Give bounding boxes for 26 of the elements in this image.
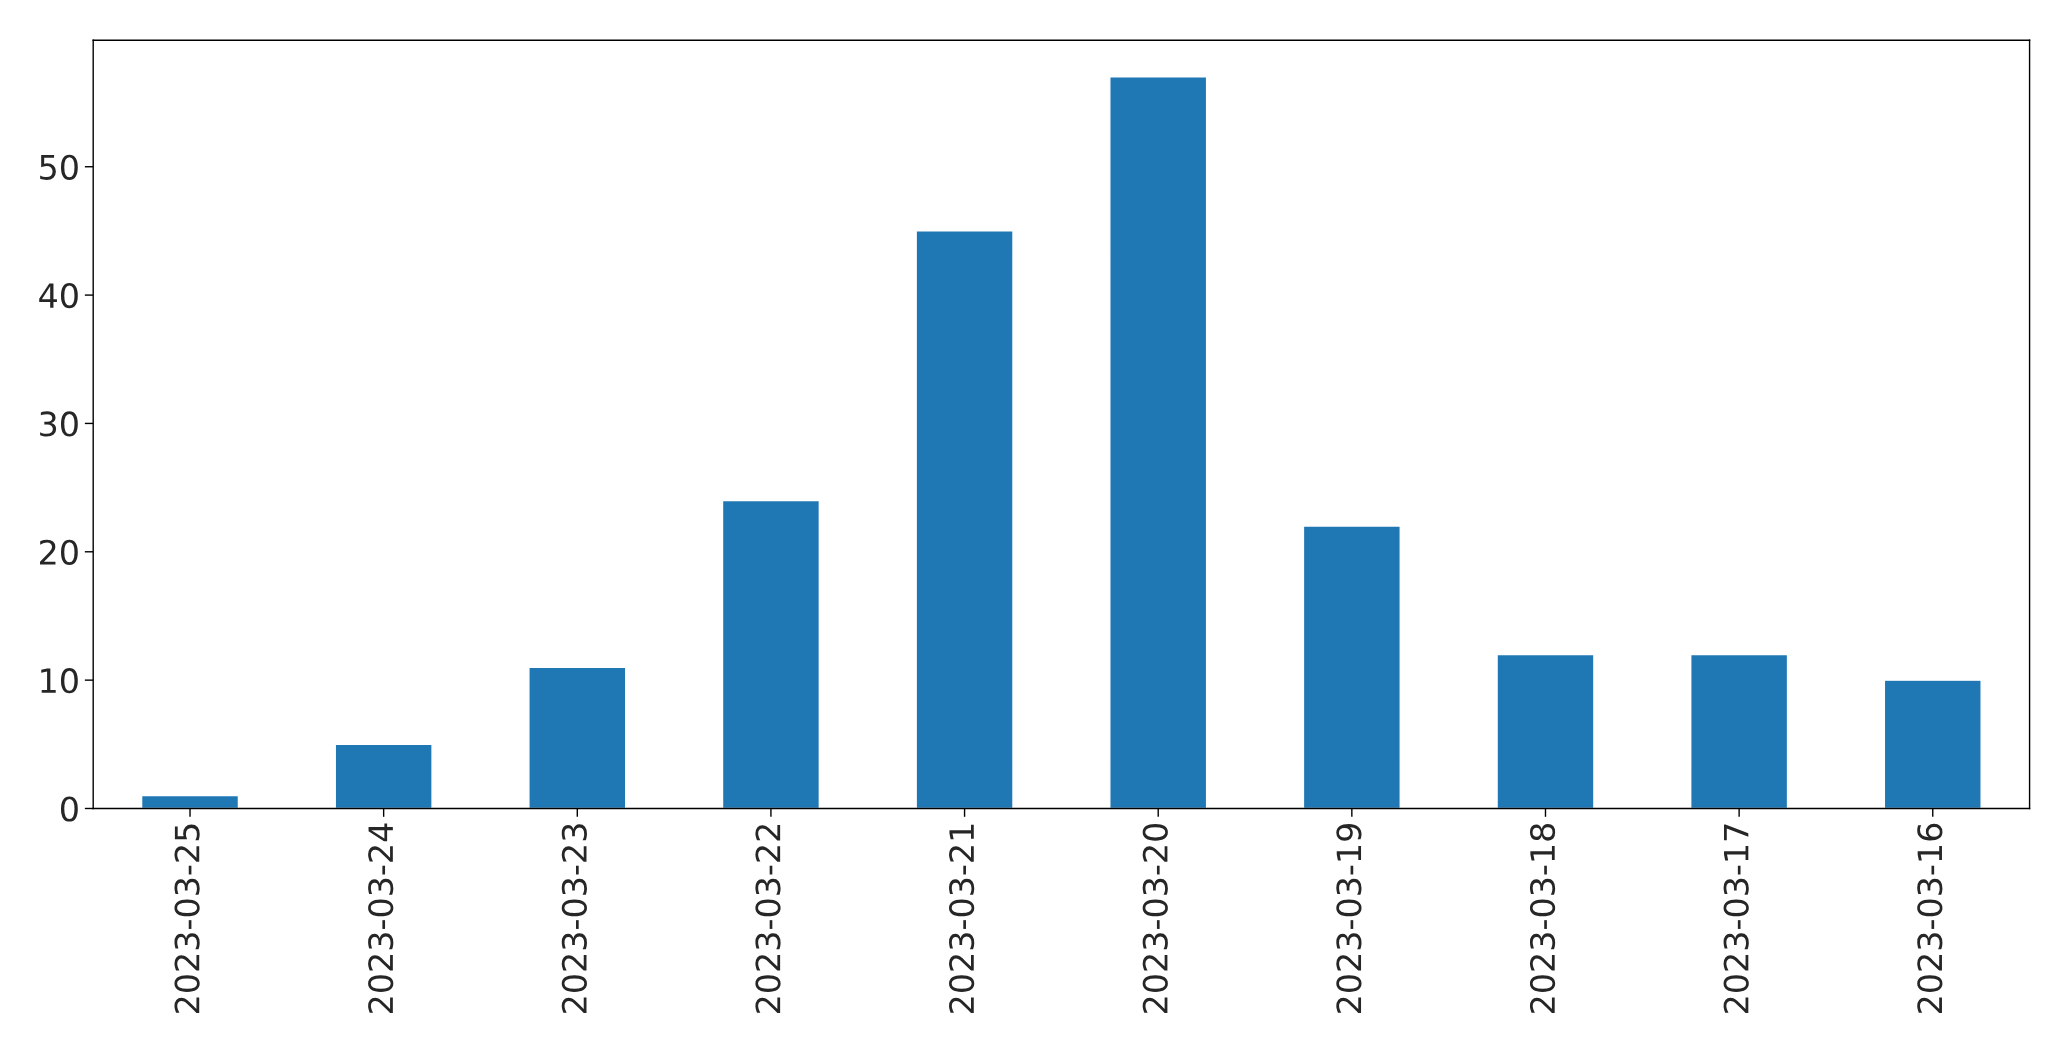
bar — [1883, 679, 1982, 809]
bar — [528, 666, 627, 809]
x-tick-label: 2023-03-24 — [368, 823, 394, 1013]
y-tick-label: 40 — [39, 283, 78, 309]
bar — [1690, 653, 1789, 809]
x-tick-label: 2023-03-25 — [174, 824, 200, 1013]
bar — [1109, 76, 1208, 809]
y-tick-label: 10 — [41, 668, 78, 694]
bar — [140, 794, 240, 809]
x-tick-label: 2023-03-18 — [1529, 823, 1556, 1013]
x-tick-label: 2023-03-21 — [949, 824, 975, 1013]
x-tick-label: 2023-03-17 — [1723, 824, 1749, 1013]
bar — [1302, 525, 1401, 809]
x-tick-label: 2023-03-19 — [1336, 824, 1362, 1013]
x-tick-label: 2023-03-23 — [561, 824, 587, 1013]
bar — [915, 230, 1014, 809]
bar — [721, 499, 821, 809]
y-tick-label: 50 — [40, 154, 78, 180]
y-tick-label: 30 — [40, 411, 78, 437]
bar — [1496, 653, 1595, 809]
bar — [334, 743, 433, 809]
y-tick-label: 0 — [60, 796, 78, 822]
x-tick-label: 2023-03-20 — [1142, 823, 1168, 1013]
x-tick-label: 2023-03-22 — [755, 825, 781, 1013]
x-tick-label: 2023-03-16 — [1917, 823, 1943, 1013]
y-tick-label: 20 — [40, 539, 78, 565]
